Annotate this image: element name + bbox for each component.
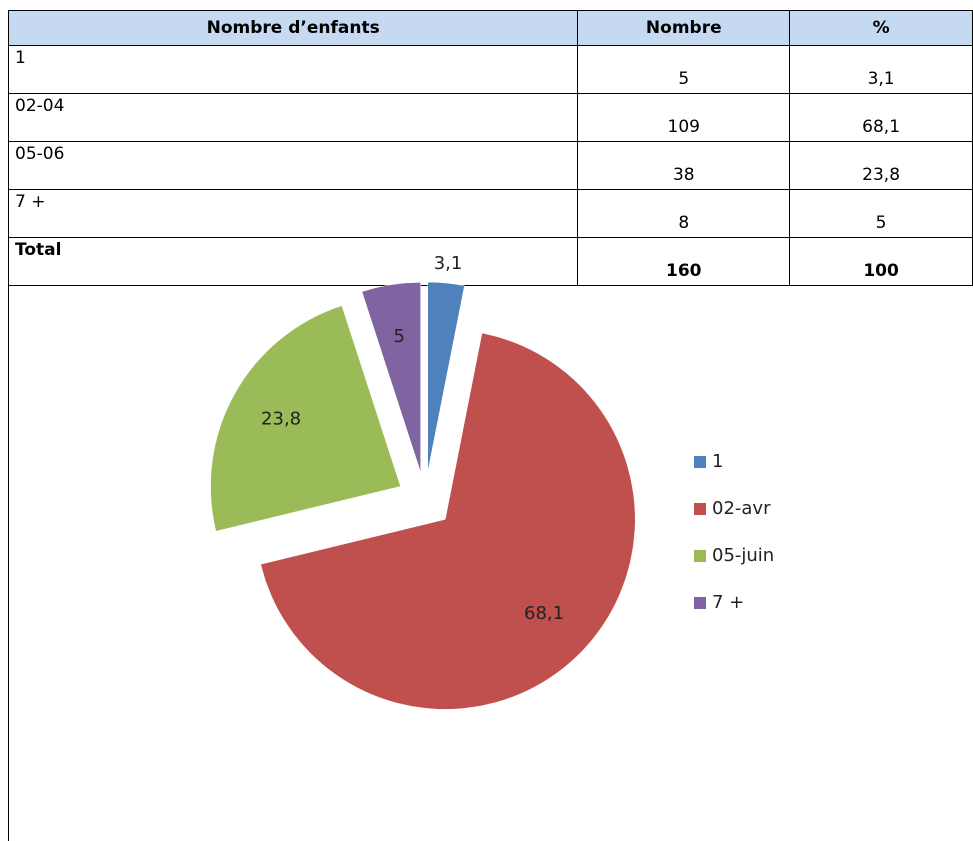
legend-label: 02-avr xyxy=(712,498,771,519)
table-row: 02-04 109 68,1 xyxy=(7,93,973,142)
legend-swatch xyxy=(694,456,706,468)
table-cell: Total xyxy=(7,237,579,286)
table-row: 7 +8 5 xyxy=(7,189,973,238)
table-cell: 1 xyxy=(7,45,579,94)
table-row: Total 160 100 xyxy=(7,237,973,286)
legend-label: 7 + xyxy=(712,592,744,613)
legend-label: 1 xyxy=(712,451,723,472)
table-cell: 8 xyxy=(577,189,791,238)
table-row: 1 5 3,1 xyxy=(7,45,973,94)
legend-swatch xyxy=(694,550,706,562)
pie-slice xyxy=(210,305,401,532)
data-label: 3,1 xyxy=(434,253,463,274)
pie-slice xyxy=(361,282,421,473)
data-table: Nombre d’enfants Nombre% 1 5 3,1 02-04 109 68,… xyxy=(7,10,973,286)
header-row: Nombre d’enfants Nombre% xyxy=(7,10,973,46)
table-cell: 02-04 xyxy=(7,93,579,142)
table-cell: 68,1 xyxy=(789,93,973,142)
table-cell: 7 + xyxy=(7,189,579,238)
data-label: 5 xyxy=(393,326,404,347)
data-label: 23,8 xyxy=(261,409,301,430)
data-label: 68,1 xyxy=(524,603,564,624)
legend-swatch xyxy=(694,597,706,609)
header-cell: Nombre d’enfants xyxy=(7,10,579,46)
table-cell: 23,8 xyxy=(789,141,973,190)
table-cell: 3,1 xyxy=(789,45,973,94)
table-cell: 38 xyxy=(577,141,791,190)
pie-slice xyxy=(427,281,465,473)
table-body: 1 5 3,1 02-04 109 68,1 05-06 38 23,8 7 +8 5 Total 16… xyxy=(7,45,973,286)
legend-label: 05-juin xyxy=(712,545,774,566)
header-cell: Nombre xyxy=(577,10,791,46)
table-cell: 100 xyxy=(789,237,973,286)
frame-line xyxy=(8,268,9,841)
table-cell: 5 xyxy=(789,189,973,238)
table-cell: 160 xyxy=(577,237,791,286)
pie-slice xyxy=(260,332,636,710)
legend-swatch xyxy=(694,503,706,515)
